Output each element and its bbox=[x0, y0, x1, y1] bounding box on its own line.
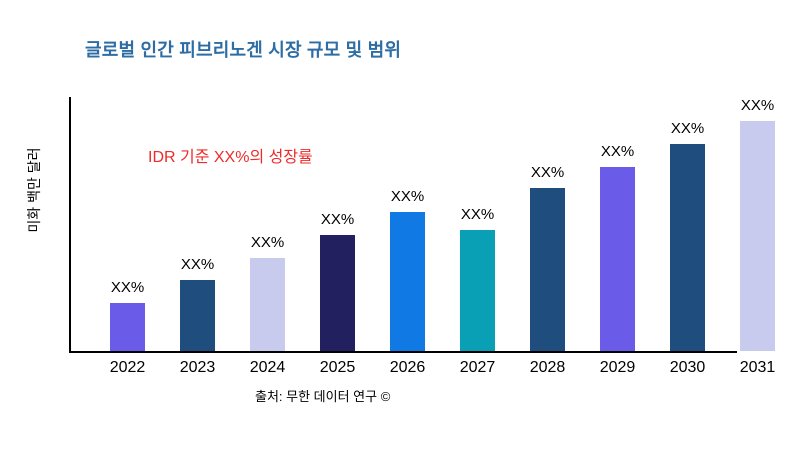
bar-slot-2028: XX% bbox=[530, 95, 565, 351]
bar-value-label: XX% bbox=[670, 120, 705, 137]
bar-value-label: XX% bbox=[460, 206, 495, 223]
bar-value-label: XX% bbox=[250, 234, 285, 251]
bar-slot-2026: XX% bbox=[390, 95, 425, 351]
bar-slot-2030: XX% bbox=[670, 95, 705, 351]
bar-2025 bbox=[320, 235, 355, 351]
bar-value-label: XX% bbox=[320, 211, 355, 228]
bar-2022 bbox=[110, 303, 145, 351]
bar-slot-2022: XX% bbox=[110, 95, 145, 351]
x-tick-label: 2031 bbox=[739, 359, 776, 376]
growth-rate-annotation: IDR 기준 XX%의 성장률 bbox=[148, 149, 313, 166]
x-tick-label: 2029 bbox=[599, 359, 636, 376]
bar-slot-2027: XX% bbox=[460, 95, 495, 351]
plot-area: XX% XX% XX% XX% XX% XX% XX% XX% XX% XX% bbox=[70, 95, 790, 351]
bar-slot-2023: XX% bbox=[180, 95, 215, 351]
bar-2027 bbox=[460, 230, 495, 351]
x-axis-tick-labels: 2022 2023 2024 2025 2026 2027 2028 2029 2030 2031 bbox=[70, 359, 790, 381]
x-axis-line bbox=[69, 351, 737, 353]
bar-2031 bbox=[740, 121, 775, 351]
bar-value-label: XX% bbox=[110, 279, 145, 296]
x-tick-label: 2025 bbox=[319, 359, 356, 376]
x-tick-label: 2022 bbox=[109, 359, 146, 376]
bar-slot-2029: XX% bbox=[600, 95, 635, 351]
y-axis-label: 미화 백만 달러 bbox=[26, 147, 42, 233]
bar-2028 bbox=[530, 188, 565, 351]
bar-value-label: XX% bbox=[600, 143, 635, 160]
x-tick-label: 2024 bbox=[249, 359, 286, 376]
bar-slot-2031: XX% bbox=[740, 95, 775, 351]
bar-2026 bbox=[390, 212, 425, 351]
x-tick-label: 2028 bbox=[529, 359, 566, 376]
y-axis-line bbox=[69, 97, 71, 353]
chart-title: 글로벌 인간 피브리노겐 시장 규모 및 범위 bbox=[85, 40, 402, 60]
x-tick-label: 2027 bbox=[459, 359, 496, 376]
bar-slot-2025: XX% bbox=[320, 95, 355, 351]
bar-value-label: XX% bbox=[740, 97, 775, 114]
bar-slot-2024: XX% bbox=[250, 95, 285, 351]
x-tick-label: 2030 bbox=[669, 359, 706, 376]
x-tick-label: 2023 bbox=[179, 359, 216, 376]
bar-value-label: XX% bbox=[530, 164, 565, 181]
x-tick-label: 2026 bbox=[389, 359, 426, 376]
bar-2030 bbox=[670, 144, 705, 351]
bar-2024 bbox=[250, 258, 285, 351]
source-caption: 출처: 무한 데이터 연구 © bbox=[255, 389, 391, 404]
bar-2029 bbox=[600, 167, 635, 351]
bar-2023 bbox=[180, 280, 215, 351]
bar-value-label: XX% bbox=[180, 256, 215, 273]
bar-value-label: XX% bbox=[390, 188, 425, 205]
